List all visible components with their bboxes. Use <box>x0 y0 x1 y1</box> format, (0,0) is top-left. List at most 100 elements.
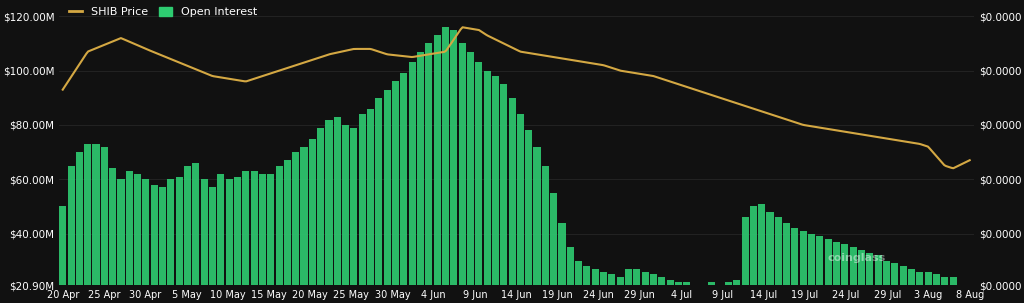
Bar <box>451 30 458 303</box>
Bar <box>874 255 882 303</box>
Bar <box>925 271 932 303</box>
Bar <box>642 271 649 303</box>
Bar <box>225 179 232 303</box>
Bar <box>608 274 615 303</box>
Bar <box>566 247 573 303</box>
Bar <box>275 166 283 303</box>
Bar <box>201 179 208 303</box>
Bar <box>667 280 674 303</box>
Bar <box>866 252 873 303</box>
Bar <box>425 44 432 303</box>
Bar <box>100 147 108 303</box>
Bar <box>509 98 516 303</box>
Bar <box>949 277 956 303</box>
Legend: SHIB Price, Open Interest: SHIB Price, Open Interest <box>65 3 262 22</box>
Bar <box>758 204 765 303</box>
Bar <box>916 271 924 303</box>
Bar <box>442 27 450 303</box>
Bar <box>500 84 507 303</box>
Bar <box>483 71 490 303</box>
Bar <box>850 247 857 303</box>
Bar <box>326 119 333 303</box>
Bar <box>534 147 541 303</box>
Bar <box>834 242 840 303</box>
Bar <box>900 266 906 303</box>
Bar <box>409 62 416 303</box>
Bar <box>750 206 757 303</box>
Bar <box>68 166 75 303</box>
Bar <box>675 282 682 303</box>
Bar <box>118 179 125 303</box>
Bar <box>92 144 99 303</box>
Bar <box>616 277 624 303</box>
Bar <box>193 163 200 303</box>
Bar <box>84 144 91 303</box>
Bar <box>650 274 657 303</box>
Bar <box>59 206 67 303</box>
Text: coinglass: coinglass <box>827 253 886 263</box>
Bar <box>217 174 224 303</box>
Bar <box>792 228 799 303</box>
Bar <box>625 269 632 303</box>
Bar <box>658 277 666 303</box>
Bar <box>717 285 724 303</box>
Bar <box>883 261 890 303</box>
Bar <box>142 179 150 303</box>
Bar <box>842 245 849 303</box>
Bar <box>300 147 307 303</box>
Bar <box>367 109 374 303</box>
Bar <box>267 174 274 303</box>
Bar <box>358 114 366 303</box>
Bar <box>376 98 382 303</box>
Bar <box>433 35 440 303</box>
Bar <box>525 130 532 303</box>
Bar <box>709 282 716 303</box>
Bar <box>733 280 740 303</box>
Bar <box>824 239 831 303</box>
Bar <box>517 114 524 303</box>
Bar <box>184 166 191 303</box>
Bar <box>550 193 557 303</box>
Bar <box>741 217 749 303</box>
Bar <box>558 223 565 303</box>
Bar <box>317 128 325 303</box>
Bar <box>592 269 599 303</box>
Bar <box>542 166 549 303</box>
Bar <box>492 76 499 303</box>
Bar <box>233 177 241 303</box>
Bar <box>292 152 299 303</box>
Bar <box>392 82 399 303</box>
Bar <box>159 187 166 303</box>
Bar <box>808 234 815 303</box>
Bar <box>683 282 690 303</box>
Bar <box>475 62 482 303</box>
Bar <box>858 250 865 303</box>
Bar <box>459 44 466 303</box>
Bar <box>110 168 116 303</box>
Bar <box>251 171 258 303</box>
Bar <box>126 171 133 303</box>
Bar <box>400 73 408 303</box>
Bar <box>584 266 591 303</box>
Bar <box>941 277 948 303</box>
Bar <box>783 223 791 303</box>
Bar <box>384 90 391 303</box>
Bar <box>176 177 182 303</box>
Bar <box>167 179 174 303</box>
Bar <box>342 125 349 303</box>
Bar <box>691 285 698 303</box>
Bar <box>633 269 640 303</box>
Bar <box>816 236 823 303</box>
Bar <box>775 217 782 303</box>
Bar <box>309 138 315 303</box>
Bar <box>800 231 807 303</box>
Bar <box>600 271 607 303</box>
Bar <box>467 52 474 303</box>
Bar <box>767 212 773 303</box>
Bar <box>891 263 898 303</box>
Bar <box>151 185 158 303</box>
Bar <box>699 285 707 303</box>
Bar <box>284 160 291 303</box>
Bar <box>725 282 732 303</box>
Bar <box>243 171 249 303</box>
